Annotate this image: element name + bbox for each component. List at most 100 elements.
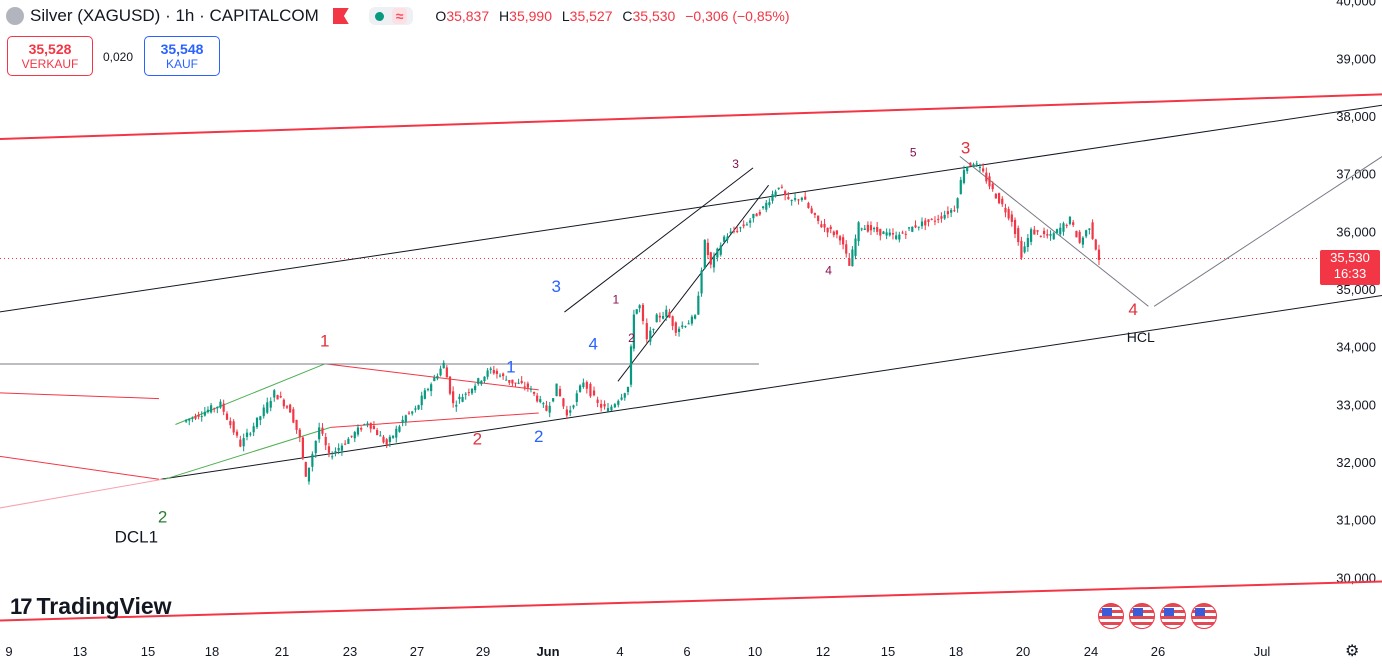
candle-body bbox=[289, 404, 292, 413]
flag-icon[interactable] bbox=[332, 8, 349, 24]
us-flag-icon[interactable] bbox=[1098, 603, 1124, 629]
wave-label: 2 bbox=[534, 427, 543, 446]
candle-body bbox=[712, 255, 716, 268]
trendline-projection-up bbox=[1153, 156, 1382, 307]
wave-label: 4 bbox=[1128, 300, 1137, 319]
candle-body bbox=[222, 403, 225, 412]
candle-body bbox=[369, 422, 372, 429]
candle-body bbox=[832, 231, 835, 236]
candle-body bbox=[617, 400, 620, 405]
x-tick-label: 4 bbox=[616, 644, 623, 659]
y-tick-label: 40,000 bbox=[1336, 0, 1376, 9]
candle-body bbox=[532, 391, 536, 394]
candle-body bbox=[545, 405, 548, 411]
candle-body bbox=[502, 373, 505, 377]
candle-body bbox=[486, 370, 489, 377]
candle-body bbox=[940, 216, 943, 219]
chart-title[interactable]: Silver (XAGUSD) · 1h · CAPITALCOM bbox=[30, 6, 319, 25]
candle-body bbox=[860, 228, 863, 230]
y-tick-label: 39,000 bbox=[1336, 51, 1376, 66]
buy-price: 35,548 bbox=[160, 41, 204, 57]
symbol-icon bbox=[6, 7, 24, 25]
candle-body bbox=[414, 408, 417, 410]
wave-label: 2 bbox=[473, 430, 482, 449]
candle-body bbox=[752, 213, 755, 219]
candle-body bbox=[411, 411, 414, 414]
candle-body bbox=[758, 212, 761, 215]
candle-body bbox=[273, 390, 276, 398]
candle-body bbox=[966, 167, 969, 172]
trendline-trend-lower bbox=[160, 295, 1382, 480]
candle-body bbox=[742, 224, 745, 227]
candle-body bbox=[401, 419, 404, 423]
status-pill[interactable]: ≈ bbox=[368, 7, 414, 25]
candle-body bbox=[1052, 233, 1055, 240]
candle-body bbox=[953, 210, 956, 212]
us-flag-icon[interactable] bbox=[1129, 603, 1155, 629]
sell-price: 35,528 bbox=[28, 41, 72, 57]
candle-body bbox=[353, 432, 356, 439]
candle-body bbox=[334, 451, 337, 453]
candle-body bbox=[480, 380, 483, 385]
candle-body bbox=[917, 226, 920, 228]
candle-body bbox=[474, 385, 477, 391]
candle-body bbox=[498, 375, 502, 377]
y-tick-label: 38,000 bbox=[1336, 109, 1376, 124]
trendline-channel-upper bbox=[0, 93, 1382, 141]
candle-body bbox=[529, 388, 533, 390]
candle-body bbox=[716, 248, 719, 258]
candle-body bbox=[1085, 230, 1088, 237]
candle-body bbox=[982, 168, 985, 172]
us-flag-icon[interactable] bbox=[1191, 603, 1217, 629]
candle-body bbox=[327, 446, 331, 453]
y-tick-label: 34,000 bbox=[1336, 340, 1376, 355]
candle-body bbox=[885, 232, 888, 236]
candle-body bbox=[950, 209, 953, 213]
sell-button[interactable]: 35,528 VERKAUF bbox=[7, 36, 93, 76]
candle-body bbox=[245, 432, 249, 437]
candle-body bbox=[988, 176, 991, 187]
candle-body bbox=[1023, 246, 1026, 253]
candle-body bbox=[266, 402, 269, 413]
buy-button[interactable]: 35,548 KAUF bbox=[144, 36, 220, 76]
candle-body bbox=[959, 179, 962, 195]
candle-body bbox=[854, 238, 857, 256]
candle-body bbox=[820, 224, 823, 228]
candle-body bbox=[749, 220, 752, 223]
us-flag-icon[interactable] bbox=[1160, 603, 1186, 629]
logo-mark: 17 bbox=[10, 593, 33, 619]
tradingview-logo[interactable]: 17 TradingView bbox=[10, 593, 172, 620]
candle-body bbox=[1065, 224, 1068, 226]
wave-icon: ≈ bbox=[391, 8, 408, 24]
candle-body bbox=[395, 428, 398, 438]
candle-body bbox=[872, 227, 876, 230]
candle-body bbox=[1017, 228, 1020, 243]
trendline-wedge-lower bbox=[0, 455, 160, 480]
candle-body bbox=[787, 196, 790, 200]
gear-icon[interactable]: ⚙ bbox=[1345, 643, 1360, 660]
candle-body bbox=[956, 198, 959, 209]
candle-body bbox=[969, 162, 972, 166]
candle-body bbox=[1068, 216, 1072, 224]
candle-body bbox=[677, 328, 681, 332]
candle-body bbox=[709, 252, 712, 265]
candle-body bbox=[1072, 222, 1075, 225]
x-tick-label: 10 bbox=[748, 644, 762, 659]
candle-body bbox=[907, 227, 911, 229]
x-tick-label: 20 bbox=[1016, 644, 1030, 659]
candle-body bbox=[739, 227, 742, 229]
candle-body bbox=[318, 427, 321, 440]
candle-body bbox=[975, 163, 978, 165]
candle-body bbox=[823, 223, 826, 228]
candle-body bbox=[203, 411, 206, 416]
candle-body bbox=[729, 231, 732, 234]
candle-body bbox=[235, 431, 239, 436]
candle-body bbox=[363, 424, 366, 426]
x-tick-label: Jun bbox=[536, 644, 559, 659]
candle-body bbox=[565, 409, 568, 416]
candle-body bbox=[845, 244, 848, 254]
candle-body bbox=[249, 433, 252, 435]
x-tick-label: 15 bbox=[881, 644, 895, 659]
candle-body bbox=[360, 427, 363, 430]
